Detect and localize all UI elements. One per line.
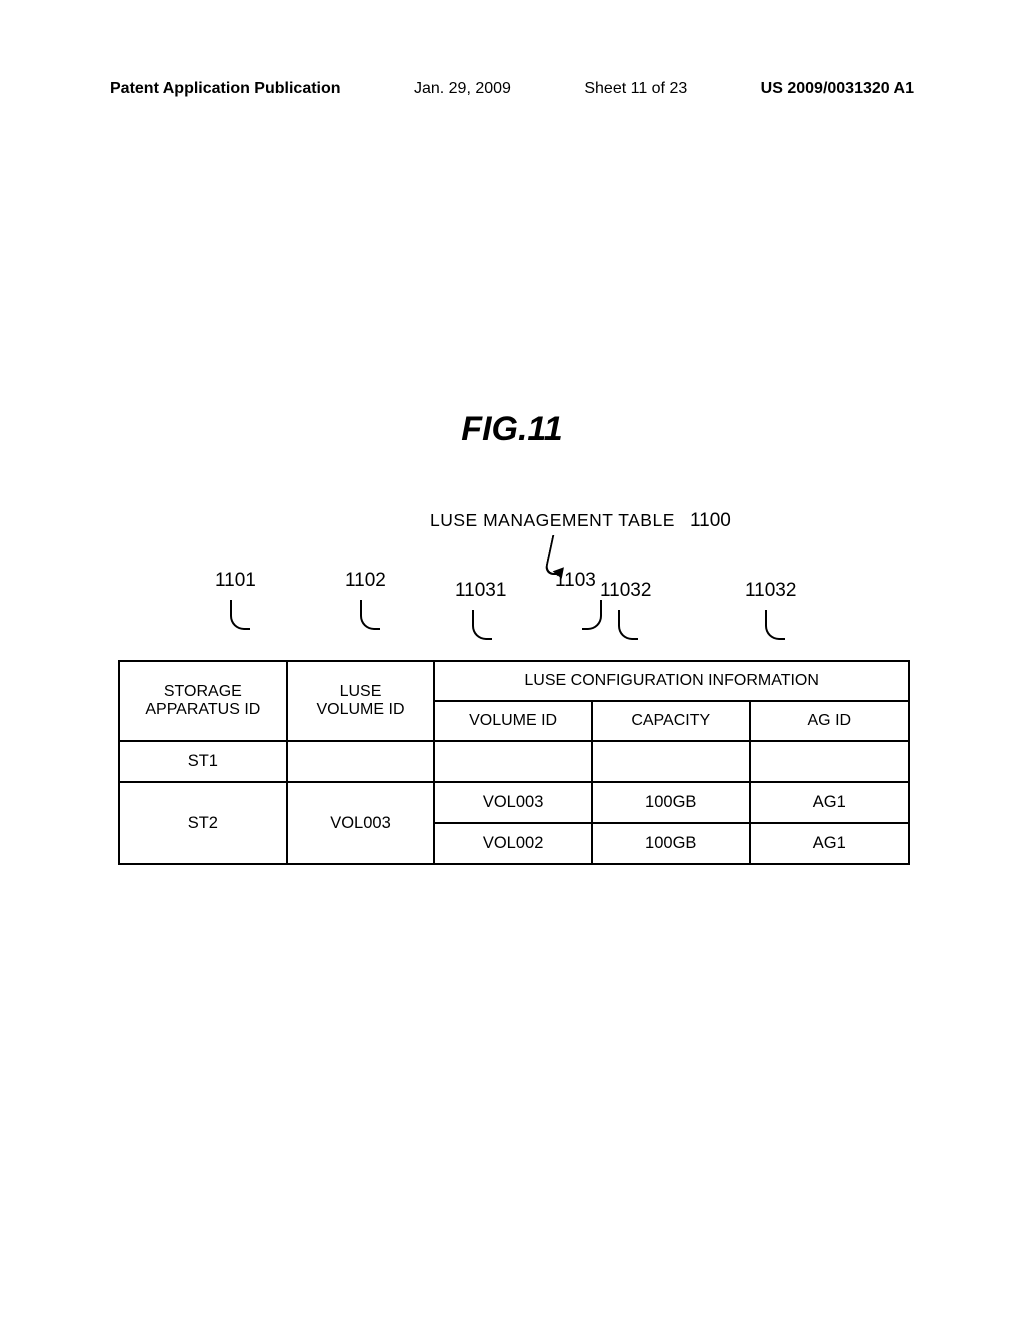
luse-management-table: STORAGE APPARATUS ID LUSE VOLUME ID LUSE… — [118, 660, 910, 865]
cell-vol: VOL002 — [434, 823, 592, 864]
ref-1103: 1103 — [555, 570, 596, 592]
hook-icon — [618, 610, 638, 640]
application-number: US 2009/0031320 A1 — [761, 80, 914, 98]
ref-11032a: 11032 — [600, 580, 651, 602]
table-ref-number: 1100 — [690, 510, 731, 532]
col-storage-apparatus-id: STORAGE APPARATUS ID — [119, 661, 287, 741]
cell-vol: VOL003 — [434, 782, 592, 823]
cell-cap — [592, 741, 750, 782]
cell-ag: AG1 — [750, 782, 909, 823]
ref-11031: 11031 — [455, 580, 506, 602]
cell-cap: 100GB — [592, 823, 750, 864]
cell-storage: ST2 — [119, 782, 287, 864]
cell-ag — [750, 741, 909, 782]
hook-icon — [360, 600, 380, 630]
table-title: LUSE MANAGEMENT TABLE — [430, 510, 675, 531]
sheet-number: Sheet 11 of 23 — [584, 80, 687, 98]
reference-annotations: LUSE MANAGEMENT TABLE 1100 1101 1102 110… — [120, 500, 910, 660]
cell-vol — [434, 741, 592, 782]
cell-storage: ST1 — [119, 741, 287, 782]
hook-icon — [230, 600, 250, 630]
cell-luse: VOL003 — [287, 782, 435, 864]
col-volume-id: VOLUME ID — [434, 701, 592, 741]
col-luse-volume-id: LUSE VOLUME ID — [287, 661, 435, 741]
cell-ag: AG1 — [750, 823, 909, 864]
table-row: ST2 VOL003 VOL003 100GB AG1 — [119, 782, 909, 823]
ref-11032b: 11032 — [745, 580, 796, 602]
publication-label: Patent Application Publication — [110, 80, 341, 98]
page-header: Patent Application Publication Jan. 29, … — [0, 80, 1024, 98]
hook-icon — [765, 610, 785, 640]
table-header-row: STORAGE APPARATUS ID LUSE VOLUME ID LUSE… — [119, 661, 909, 701]
hook-icon — [582, 600, 602, 630]
col-ag-id: AG ID — [750, 701, 909, 741]
figure-label: FIG.11 — [0, 410, 1024, 449]
publication-date: Jan. 29, 2009 — [414, 80, 511, 98]
cell-cap: 100GB — [592, 782, 750, 823]
ref-1102: 1102 — [345, 570, 386, 592]
col-group-luse-config: LUSE CONFIGURATION INFORMATION — [434, 661, 909, 701]
cell-luse — [287, 741, 435, 782]
ref-1101: 1101 — [215, 570, 256, 592]
hook-icon — [472, 610, 492, 640]
table-row: ST1 — [119, 741, 909, 782]
col-capacity: CAPACITY — [592, 701, 750, 741]
